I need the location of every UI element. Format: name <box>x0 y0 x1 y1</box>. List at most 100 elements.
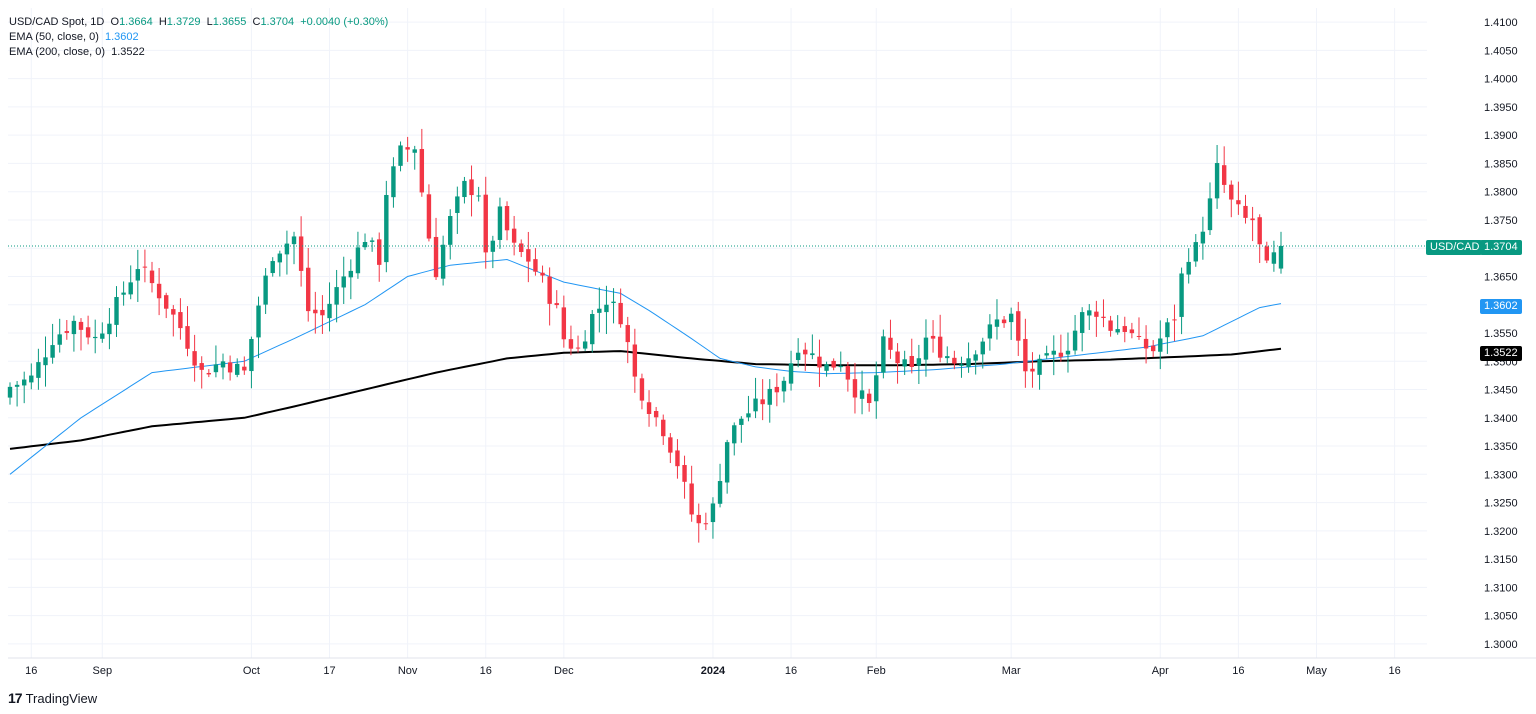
candle-body <box>377 239 382 265</box>
candle-body <box>220 361 226 368</box>
y-tick-label: 1.3850 <box>1484 158 1518 170</box>
candle-body <box>1072 330 1078 351</box>
candle-body <box>71 320 77 335</box>
candle-body <box>469 179 474 196</box>
candle-body <box>14 384 20 387</box>
close-value: 1.3704 <box>260 16 295 28</box>
ema200-value: 1.3522 <box>111 46 145 58</box>
open-value: 1.3664 <box>119 16 153 28</box>
candle-body <box>1221 165 1227 185</box>
tradingview-logo[interactable]: 17 TradingView <box>8 689 97 707</box>
candle-body <box>341 276 346 288</box>
tradingview-logo-text: TradingView <box>25 690 98 706</box>
candle-body <box>1264 246 1269 261</box>
y-tick-label: 1.3000 <box>1484 639 1518 651</box>
candle-body <box>526 249 531 262</box>
candle-body <box>497 206 503 240</box>
candle-body <box>164 295 169 309</box>
ema200-line <box>9 347 1282 450</box>
candle-body <box>249 339 254 372</box>
candle-body <box>235 363 240 375</box>
candle-body <box>21 379 27 386</box>
candle-body <box>29 375 34 383</box>
candle-body <box>717 481 723 504</box>
candle-body <box>682 465 687 482</box>
candle-body <box>1001 319 1007 324</box>
candle-body <box>533 259 538 272</box>
y-tick-label: 1.3100 <box>1484 582 1518 594</box>
candle-body <box>710 503 716 523</box>
candle-body <box>128 282 133 295</box>
candle-body <box>746 413 751 418</box>
candle-body <box>121 292 126 295</box>
candle-body <box>1250 218 1255 221</box>
candle-body <box>852 379 858 398</box>
candle-body <box>1150 345 1156 352</box>
candle-body <box>646 402 652 414</box>
candle-body <box>462 180 467 198</box>
candle-body <box>1122 326 1127 332</box>
candle-body <box>1108 320 1113 331</box>
x-tick-label: May <box>1306 665 1327 677</box>
candle-body <box>1058 352 1064 357</box>
candle-body <box>838 365 843 368</box>
candle-body <box>1044 353 1049 356</box>
candle-body <box>788 363 794 384</box>
x-tick-label: Oct <box>243 665 260 677</box>
candle-body <box>923 337 929 360</box>
candle-body <box>227 362 233 373</box>
candle-body <box>1271 252 1277 264</box>
candle-body <box>284 243 290 255</box>
x-tick-label: Feb <box>867 665 886 677</box>
candle-body <box>483 194 488 253</box>
candle-body <box>795 352 801 361</box>
time-scale[interactable]: 16 Sep Oct 17 Nov 16 Dec 2024 16 Feb Mar Apr 16 May 16 <box>25 665 1401 677</box>
candle-body <box>511 228 517 243</box>
candle-body <box>178 312 183 329</box>
ema50-legend-row[interactable]: EMA (50, close, 0) 1.3602 <box>9 30 388 45</box>
candle-body <box>1214 163 1220 199</box>
candle-body <box>952 357 957 364</box>
y-tick-label: 1.3950 <box>1484 102 1518 114</box>
x-tick-label: Nov <box>398 665 418 677</box>
candle-body <box>412 149 417 153</box>
candle-body <box>881 336 886 373</box>
candle-body <box>334 287 339 305</box>
candle-body <box>639 378 645 401</box>
candle-body <box>930 335 936 339</box>
x-tick-label: 16 <box>785 665 797 677</box>
candle-body <box>781 380 787 392</box>
candle-body <box>661 419 666 437</box>
candle-body <box>327 303 332 319</box>
candle-body <box>1016 311 1021 341</box>
candle-body <box>1115 329 1120 333</box>
candle-body <box>313 309 318 314</box>
candle-body <box>1229 184 1234 200</box>
candle-body <box>199 363 204 370</box>
candle-body <box>114 297 119 325</box>
candle-body <box>966 358 971 368</box>
candle-body <box>1143 338 1149 349</box>
y-tick-label: 1.3400 <box>1484 413 1518 425</box>
candle-body <box>206 372 212 375</box>
candle-body <box>135 269 141 281</box>
candle-body <box>561 307 567 340</box>
candle-body <box>171 309 176 315</box>
close-label: C <box>252 16 261 28</box>
candle-body <box>7 386 13 398</box>
y-tick-label: 1.3150 <box>1484 554 1518 566</box>
candle-body <box>810 353 815 356</box>
candle-body <box>256 305 261 338</box>
candle-body <box>142 266 148 268</box>
candle-body <box>774 386 780 393</box>
candle-body <box>455 196 460 213</box>
candle-body <box>803 349 808 355</box>
candle-body <box>590 314 595 345</box>
ohlc-legend-row[interactable]: USD/CAD Spot, 1D O1.3664 H1.3729 L1.3655… <box>9 15 388 30</box>
price-scale[interactable]: 1.4100 1.4050 1.4000 1.3950 1.3900 1.3850 1.38… <box>1484 17 1518 651</box>
candle-body <box>348 270 354 278</box>
ema200-legend-row[interactable]: EMA (200, close, 0) 1.3522 <box>9 45 388 60</box>
candle-body <box>945 356 950 359</box>
candle-body <box>1158 338 1163 352</box>
